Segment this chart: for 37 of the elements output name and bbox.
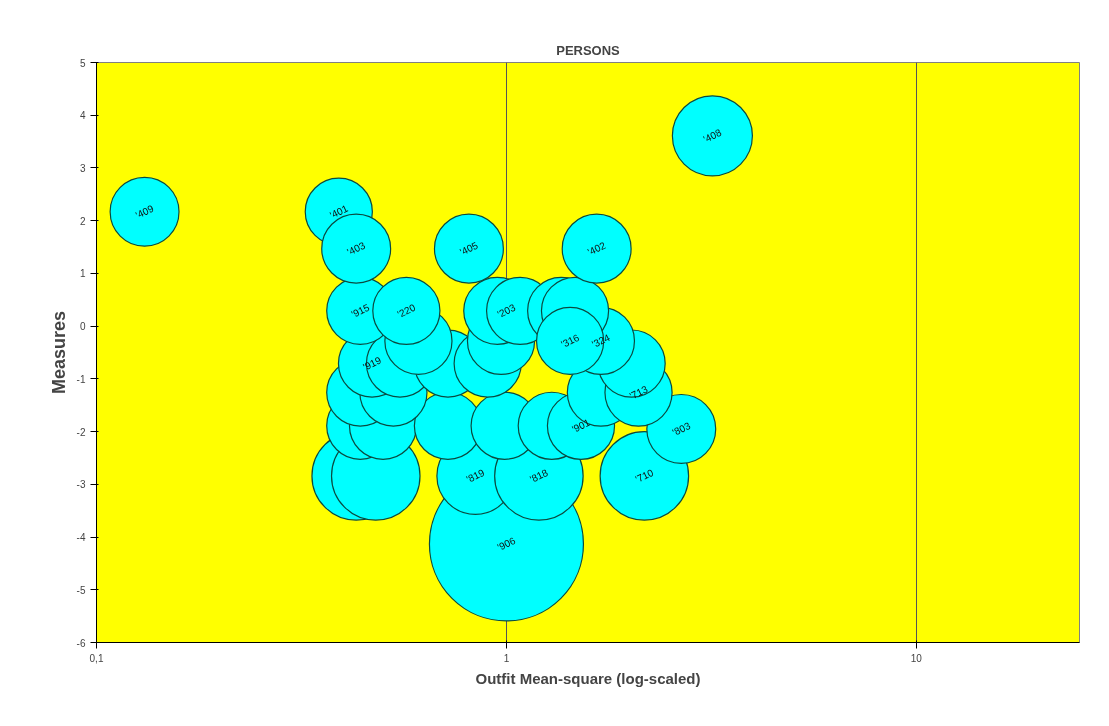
annotation: '402 (585, 239, 608, 258)
annotation: '818 (528, 466, 551, 485)
annotation: '403 (345, 239, 368, 258)
x-tick-label: 0,1 (89, 652, 104, 664)
annotation: '901 (570, 416, 593, 435)
chart-title: PERSONS (556, 42, 621, 58)
annotation: '713 (627, 383, 650, 402)
y-tick-label: 0 (79, 321, 86, 333)
annotation: '819 (464, 466, 487, 485)
y-tick-label: 5 (79, 57, 86, 69)
y-tick-label: 2 (79, 215, 86, 227)
x-tick-label: 10 (910, 652, 923, 664)
y-axis-title: Measures (48, 310, 69, 395)
y-tick-label: -6 (76, 637, 86, 649)
annotation: '409 (133, 202, 156, 221)
annotation: '710 (633, 466, 656, 485)
y-tick-label: 4 (79, 110, 86, 122)
annotation: '803 (670, 419, 693, 438)
y-tick-label: -4 (76, 532, 86, 544)
y-tick-label: 1 (79, 268, 86, 280)
y-tick-label: -1 (76, 373, 86, 385)
annotation: '906 (495, 534, 518, 553)
annotation: '203 (495, 301, 518, 320)
annotation: '915 (349, 301, 372, 320)
annotation: '408 (701, 126, 724, 145)
annotation: '919 (361, 354, 384, 373)
y-tick-label: -2 (76, 426, 86, 438)
x-tick-label: 1 (503, 652, 510, 664)
y-tick-label: 3 (79, 162, 86, 174)
y-tick-label: -3 (76, 479, 86, 491)
annotation: '324 (590, 331, 613, 350)
x-axis-title: Outfit Mean-square (log-scaled) (475, 669, 701, 687)
annotation: '405 (458, 239, 481, 258)
annotation: '316 (559, 331, 582, 350)
annotation: '401 (328, 202, 350, 221)
y-tick-label: -5 (76, 584, 86, 596)
annotation: '220 (395, 301, 418, 320)
